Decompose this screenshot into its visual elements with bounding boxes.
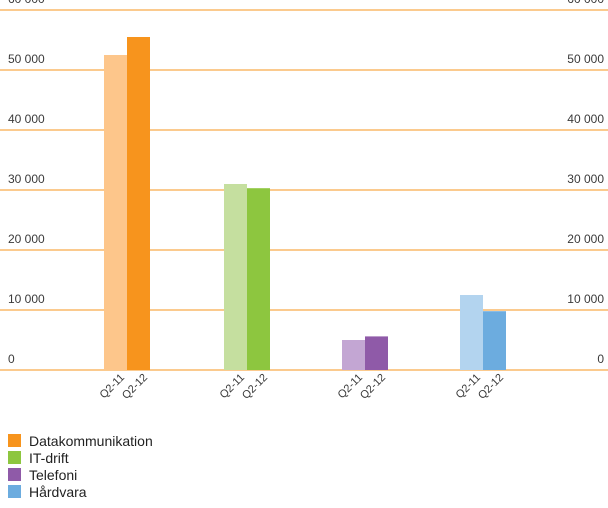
y-tick-label-left: 40 000: [8, 112, 45, 126]
y-tick-label-right: 20 000: [567, 232, 604, 246]
legend-label: IT-drift: [29, 449, 69, 466]
x-tick-label: Q2-12: [358, 372, 388, 400]
y-tick-label-right: 0: [597, 352, 604, 366]
bar-datakommunikation-q2-12: [127, 37, 150, 370]
bar-telefoni-q2-12: [365, 336, 388, 370]
legend-swatch: [8, 485, 21, 498]
legend-swatch: [8, 468, 21, 481]
legend-item-datakommunikation: Datakommunikation: [8, 432, 153, 449]
legend-item-hardvara: Hårdvara: [8, 483, 153, 500]
bar-hrdvara-q2-12: [483, 311, 506, 370]
legend-item-it-drift: IT-drift: [8, 449, 153, 466]
y-tick-label-left: 10 000: [8, 292, 45, 306]
y-tick-label-right: 10 000: [567, 292, 604, 306]
y-tick-label-right: 30 000: [567, 172, 604, 186]
bar-chart: 0 0 10 000 10 000 20 000 20 000 30 000 30 000 40…: [0, 0, 608, 400]
bar-itdrift-q2-12: [247, 188, 270, 370]
y-tick-label-right: 40 000: [567, 112, 604, 126]
bar-itdrift-q2-11: [224, 184, 247, 370]
bar-telefoni-q2-11: [342, 340, 365, 370]
y-tick-label-left: 30 000: [8, 172, 45, 186]
legend-label: Datakommunikation: [29, 432, 153, 449]
legend-swatch: [8, 434, 21, 447]
x-tick-label: Q2-12: [240, 372, 270, 400]
legend-item-telefoni: Telefoni: [8, 466, 153, 483]
y-tick-label-right: 60 000: [567, 0, 604, 6]
x-tick-label: Q2-12: [476, 372, 506, 400]
legend-label: Hårdvara: [29, 483, 87, 500]
y-tick-label-left: 50 000: [8, 52, 45, 66]
y-tick-label-right: 50 000: [567, 52, 604, 66]
legend-swatch: [8, 451, 21, 464]
legend-label: Telefoni: [29, 466, 78, 483]
chart-legend: Datakommunikation IT-drift Telefoni Hård…: [8, 432, 153, 500]
x-tick-label: Q2-12: [120, 372, 150, 400]
y-tick-label-left: 20 000: [8, 232, 45, 246]
bar-hrdvara-q2-11: [460, 295, 483, 370]
y-tick-label-left: 0: [8, 352, 15, 366]
bar-datakommunikation-q2-11: [104, 55, 127, 370]
y-tick-label-left: 60 000: [8, 0, 45, 6]
